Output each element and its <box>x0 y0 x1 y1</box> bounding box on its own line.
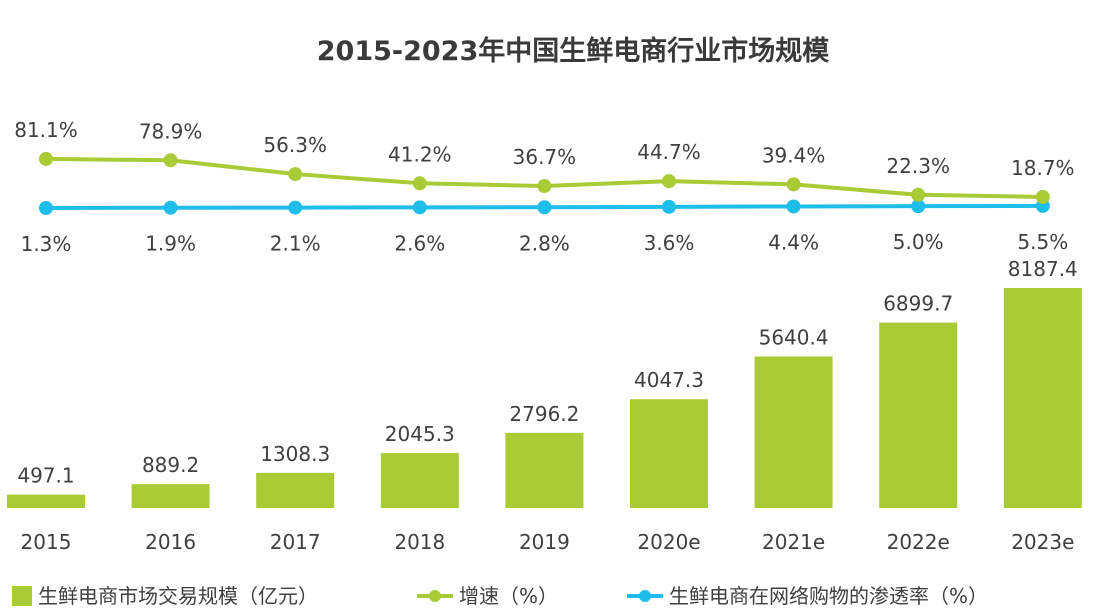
bar-value-label: 4047.3 <box>634 368 704 392</box>
x-tick-label: 2017 <box>270 530 321 554</box>
legend-label-penetration: 生鲜电商在网络购物的渗透率（%） <box>669 584 988 608</box>
point-value-label: 44.7% <box>637 140 701 164</box>
point-growth <box>537 179 552 194</box>
bar-value-label: 2796.2 <box>509 402 579 426</box>
point-growth <box>662 174 676 189</box>
bar-value-label: 6899.7 <box>883 292 953 316</box>
point-value-label: 39.4% <box>762 143 826 167</box>
point-value-label: 2.1% <box>270 232 321 256</box>
bar-value-label: 2045.3 <box>385 422 455 446</box>
legend-marker-penetration <box>639 590 651 602</box>
point-value-label: 78.9% <box>139 119 203 143</box>
point-value-label: 56.3% <box>263 133 327 157</box>
point-value-label: 4.4% <box>768 230 819 254</box>
point-value-label: 41.2% <box>388 142 452 166</box>
bar-value-label: 889.2 <box>142 453 199 477</box>
point-value-label: 2.8% <box>519 231 570 255</box>
legend: 生鲜电商市场交易规模（亿元） 增速（%） 生鲜电商在网络购物的渗透率（%） <box>12 584 988 608</box>
point-growth <box>39 151 53 166</box>
legend-label-growth: 增速（%） <box>459 584 558 608</box>
point-value-label: 5.5% <box>1017 230 1068 254</box>
bar-value-label: 8187.4 <box>1008 257 1078 281</box>
x-tick-label: 2019 <box>519 530 570 554</box>
point-value-label: 81.1% <box>14 118 78 142</box>
point-growth <box>786 177 801 192</box>
point-value-label: 18.7% <box>1011 156 1075 180</box>
point-value-label: 22.3% <box>886 154 950 178</box>
point-value-label: 1.3% <box>21 232 72 256</box>
point-penetration <box>786 199 801 214</box>
bar-value-label: 497.1 <box>17 464 74 488</box>
bar-2017 <box>256 472 335 508</box>
point-penetration <box>39 201 53 215</box>
bar-2016 <box>131 484 210 508</box>
bar-2019 <box>505 432 584 508</box>
point-value-label: 2.6% <box>394 231 445 255</box>
bar-value-label: 5640.4 <box>759 325 829 349</box>
point-growth <box>911 187 926 202</box>
bar-2020e <box>630 399 708 508</box>
point-value-label: 36.7% <box>513 145 577 169</box>
bar-2023e <box>1003 288 1082 508</box>
point-value-label: 3.6% <box>644 231 695 255</box>
point-penetration <box>537 200 552 215</box>
legend-marker-growth <box>429 590 441 602</box>
bar-2015 <box>7 494 85 508</box>
bar-2018 <box>380 453 459 508</box>
bar-2021e <box>754 356 833 508</box>
point-penetration <box>911 199 926 214</box>
point-growth <box>288 167 303 182</box>
bar-2022e <box>879 322 958 508</box>
bar-value-label: 1308.3 <box>260 442 330 466</box>
point-value-label: 5.0% <box>893 230 944 254</box>
point-penetration <box>288 200 303 215</box>
x-tick-label: 2015 <box>21 530 72 554</box>
legend-label-bar: 生鲜电商市场交易规模（亿元） <box>38 584 318 608</box>
point-penetration <box>163 200 178 215</box>
x-tick-label: 2018 <box>394 530 445 554</box>
x-tick-label: 2023e <box>1011 530 1074 554</box>
x-tick-label: 2020e <box>637 530 700 554</box>
point-penetration <box>662 199 676 214</box>
x-tick-label: 2022e <box>887 530 950 554</box>
legend-swatch-bar <box>12 586 32 606</box>
point-growth <box>1035 190 1050 204</box>
chart-title: 2015-2023年中国生鲜电商行业市场规模 <box>317 35 830 67</box>
x-tick-label: 2016 <box>145 530 196 554</box>
point-value-label: 1.9% <box>145 232 196 256</box>
point-penetration <box>412 200 427 215</box>
x-tick-label: 2021e <box>762 530 825 554</box>
point-growth <box>412 176 427 191</box>
point-growth <box>163 153 178 168</box>
